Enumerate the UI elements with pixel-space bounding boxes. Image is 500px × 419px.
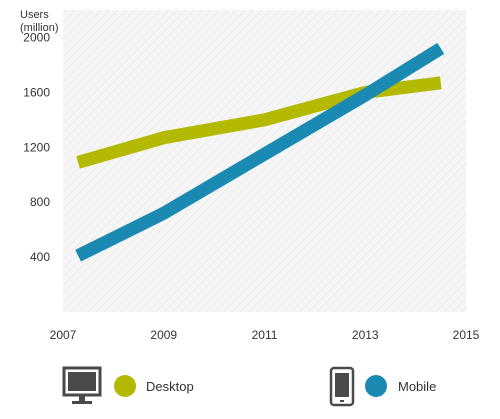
series-line-desktop [76,76,442,169]
legend: Desktop Mobile [62,366,436,407]
x-tick-label: 2013 [352,328,379,342]
y-tick-label: 2000 [23,30,50,44]
x-tick-label: 2011 [252,328,278,342]
y-axis-title-line2: (million) [20,22,59,34]
series-line-mobile [75,42,445,262]
legend-swatch-desktop [114,375,136,397]
mobile-phone-icon [329,366,355,407]
y-tick-label: 400 [30,250,50,264]
legend-label-desktop: Desktop [146,379,194,394]
x-tick-label: 2007 [50,328,77,342]
y-axis-title-line1: Users [20,9,49,21]
x-tick-label: 2009 [150,328,177,342]
x-axis: 2007 2009 2011 2013 2015 [50,328,480,342]
y-tick-label: 1200 [23,140,50,154]
y-tick-label: 800 [30,195,50,209]
legend-label-mobile: Mobile [398,379,436,394]
x-tick-label: 2015 [453,328,480,342]
plot-series [75,42,445,262]
y-tick-label: 1600 [23,85,50,99]
desktop-monitor-icon [62,366,102,404]
legend-swatch-mobile [365,375,387,397]
y-axis: 400 800 1200 1600 2000 [23,30,50,264]
